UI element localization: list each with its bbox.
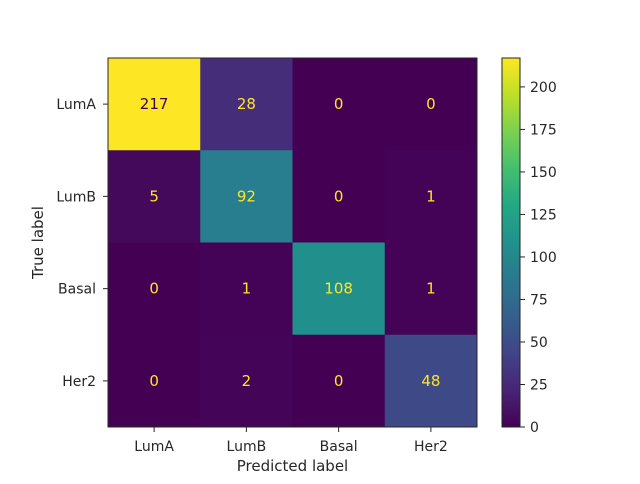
cell-value-label: 1	[426, 280, 436, 298]
heatmap-cell	[384, 150, 478, 243]
colorbar-tick-label: 75	[530, 292, 548, 308]
cell-value-label: 0	[149, 280, 159, 298]
heatmap-cell	[200, 58, 293, 151]
cell-value-label: 0	[426, 95, 436, 113]
colorbar-gradient	[502, 58, 520, 427]
colorbar-tick-label: 150	[530, 165, 557, 181]
x-axis-label: Predicted label	[237, 457, 348, 475]
x-tick-label: Basal	[320, 439, 358, 455]
heatmap-cell	[292, 58, 386, 151]
colorbar-frame	[501, 57, 521, 428]
cell-value-label: 0	[334, 187, 344, 205]
cell-value-label: 28	[237, 95, 256, 113]
colorbar-tick-label: 25	[530, 377, 548, 393]
heatmap-cell	[200, 334, 293, 428]
colorbar-tick-label: 100	[530, 250, 557, 266]
colorbar-tick-label: 0	[530, 420, 539, 436]
heatmap-cell	[108, 58, 201, 151]
heatmap-cell	[292, 242, 386, 336]
y-axis-label: True label	[29, 206, 47, 280]
cell-value-label: 1	[242, 280, 252, 298]
heatmap-cell	[384, 334, 478, 428]
heatmap-cell	[292, 334, 386, 428]
heatmap-cell	[108, 150, 201, 243]
colorbar-tick-label: 50	[530, 335, 548, 351]
x-tick-label: Her2	[414, 439, 448, 455]
cell-value-label: 5	[149, 187, 159, 205]
colorbar-tick-label: 125	[530, 207, 557, 223]
heatmap-cell	[108, 242, 201, 336]
plot-frame	[107, 57, 478, 428]
y-tick-label: LumB	[56, 189, 96, 205]
y-tick-label: LumA	[56, 97, 96, 113]
colorbar-tick-label: 175	[530, 122, 557, 138]
heatmap-cell	[384, 242, 478, 336]
x-tick-label: LumA	[134, 439, 174, 455]
cell-value-label: 48	[421, 372, 440, 390]
heatmap-cell	[200, 242, 293, 336]
axis-ticks: LumA LumB Basal Her2 LumA LumB Basal Her2	[56, 97, 447, 455]
heatmap-cell	[384, 58, 478, 151]
cell-value-label: 1	[426, 187, 436, 205]
x-tick-label: LumB	[227, 439, 267, 455]
heatmap-cells: 217 28 0 0 5 92 0 1 0 1 108 1 0 2 0 48	[108, 58, 478, 428]
heatmap-cell	[200, 150, 293, 243]
cell-value-label: 0	[149, 372, 159, 390]
cell-value-label: 0	[334, 95, 344, 113]
cell-value-label: 108	[324, 280, 353, 298]
heatmap-cell	[292, 150, 386, 243]
colorbar-tick-label: 200	[530, 80, 557, 96]
cell-value-label: 0	[334, 372, 344, 390]
cell-value-label: 217	[140, 95, 169, 113]
heatmap-cell	[108, 334, 201, 428]
y-tick-label: Her2	[62, 374, 96, 390]
cell-value-label: 92	[237, 187, 256, 205]
y-tick-label: Basal	[58, 282, 96, 298]
cell-value-label: 2	[242, 372, 252, 390]
colorbar: 0 25 50 75 100 125 150 175 200	[501, 57, 557, 436]
